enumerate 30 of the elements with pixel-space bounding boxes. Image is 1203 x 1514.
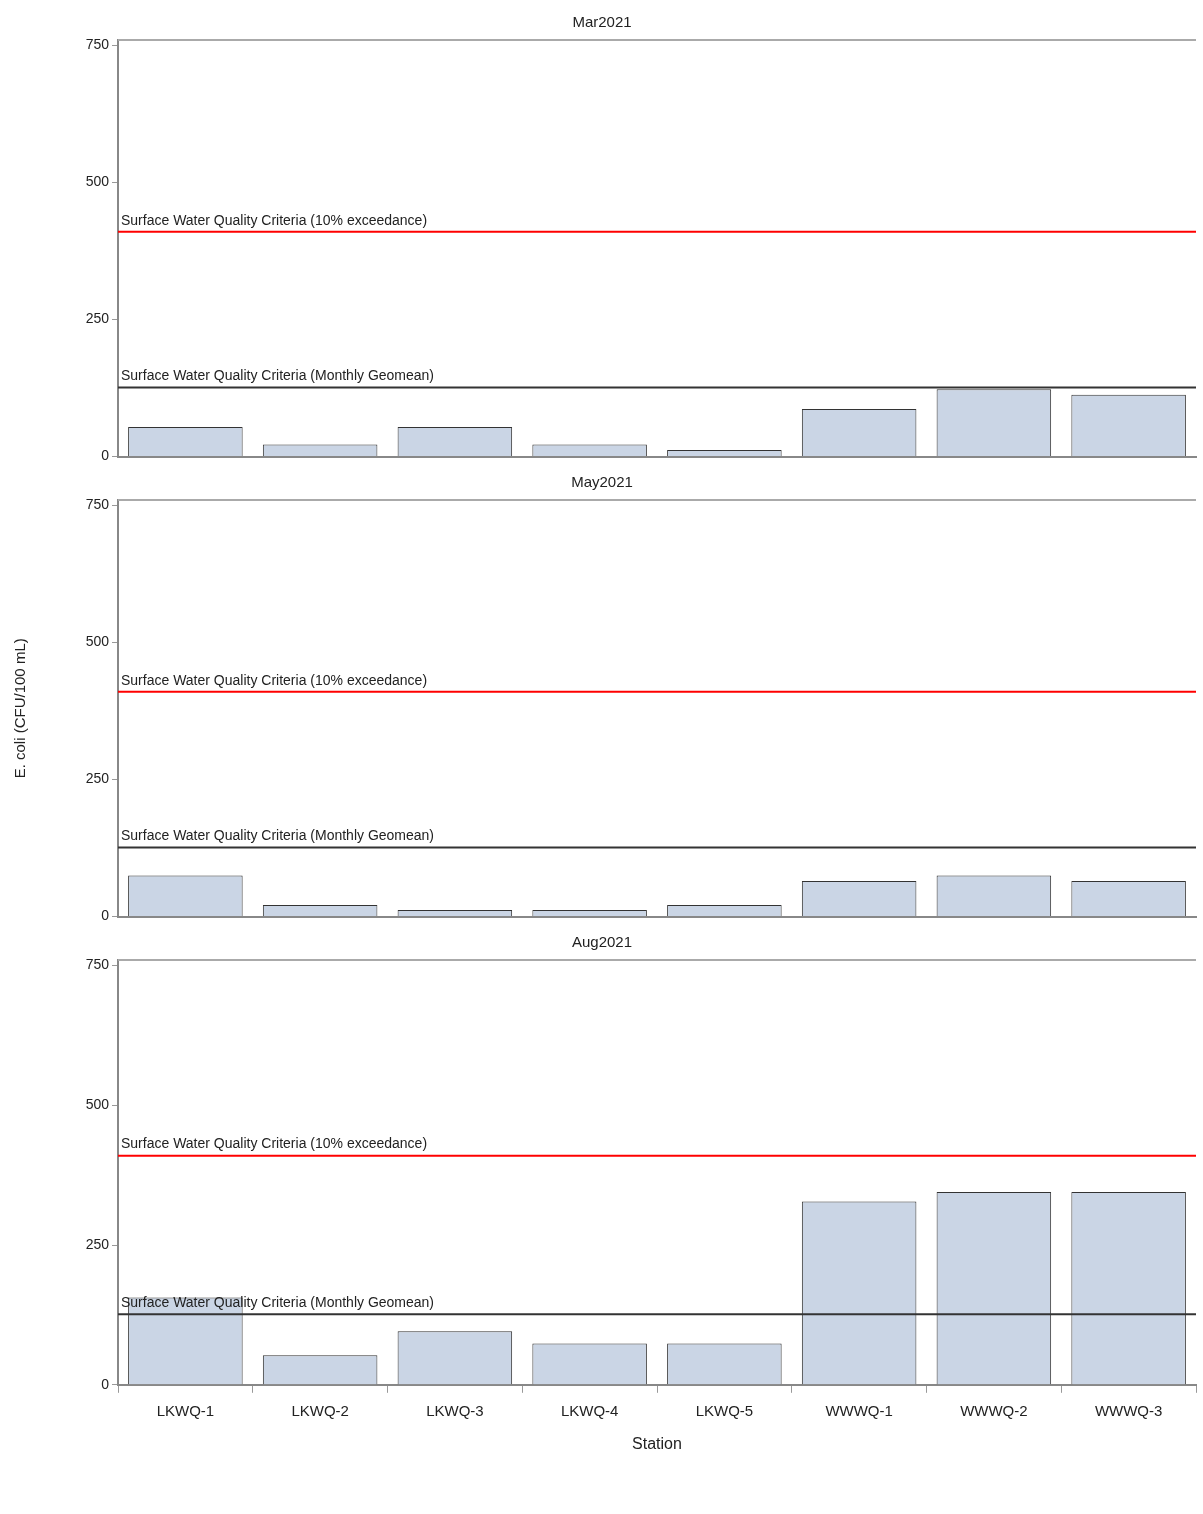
ref-line-label: Surface Water Quality Criteria (Monthly Geomean) (121, 827, 435, 844)
y-tick-label: 0 (101, 447, 110, 464)
x-tick-label: WWWQ-2 (960, 1401, 1028, 1419)
chart-title: May2021 (571, 473, 633, 491)
x-tick-label: WWWQ-1 (825, 1401, 893, 1419)
ref-line-label: Surface Water Quality Criteria (10% exceedance) (121, 1135, 428, 1152)
x-axis-title: Station (632, 1434, 682, 1452)
x-tick-label: LKWQ-2 (291, 1401, 349, 1419)
ref-line-label: Surface Water Quality Criteria (10% exceedance) (121, 211, 428, 228)
chart-title: Aug2021 (571, 933, 633, 951)
y-tick-label: 0 (101, 1375, 110, 1392)
y-tick-label: 750 (85, 496, 110, 513)
y-tick-label: 750 (85, 956, 110, 973)
y-tick-label: 500 (85, 173, 110, 190)
y-tick-label: 0 (101, 907, 110, 924)
ref-line-label: Surface Water Quality Criteria (10% exceedance) (121, 671, 428, 688)
x-tick-label: LKWQ-5 (695, 1401, 754, 1419)
y-tick-label: 250 (85, 1235, 110, 1252)
x-tick-label: WWWQ-3 (1094, 1401, 1163, 1419)
chart-title: Mar2021 (572, 13, 632, 31)
x-tick-label: LKWQ-1 (156, 1401, 215, 1419)
y-tick-label: 500 (85, 1096, 110, 1113)
ref-line-label: Surface Water Quality Criteria (Monthly Geomean) (121, 367, 435, 384)
x-tick-label: LKWQ-4 (560, 1401, 619, 1419)
y-tick-label: 250 (85, 310, 110, 327)
y-axis-title: E. coli (CFU/100 mL) (11, 638, 29, 779)
x-tick-label: LKWQ-3 (426, 1401, 484, 1419)
y-tick-label: 250 (85, 770, 110, 787)
y-tick-label: 750 (85, 36, 110, 53)
y-tick-label: 500 (85, 633, 110, 650)
